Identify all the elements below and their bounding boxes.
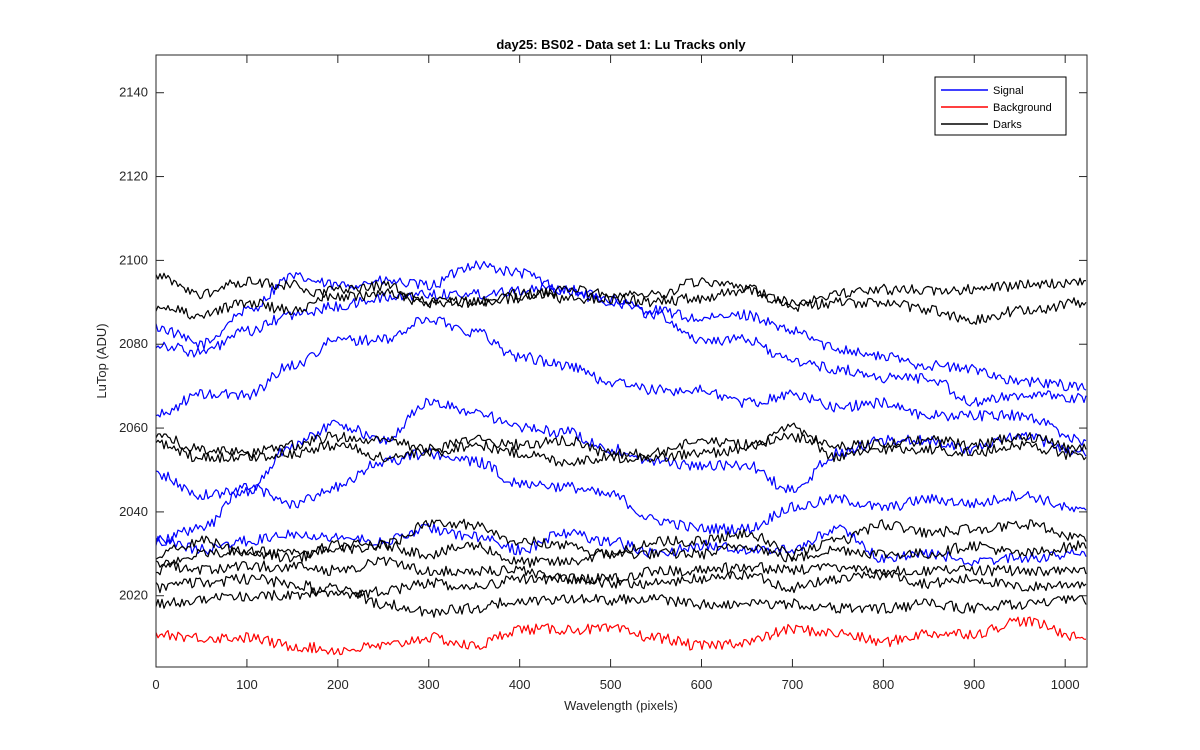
legend-label-signal: Signal	[993, 85, 1024, 97]
series-line-signal	[155, 522, 1087, 567]
series-line-signal	[155, 260, 1087, 392]
x-tick-label: 0	[152, 677, 159, 692]
series-line-darks	[155, 422, 1087, 467]
series-line-darks	[155, 431, 1087, 459]
series-line-darks	[155, 582, 1087, 618]
y-tick-label: 2080	[119, 336, 148, 351]
x-tick-label: 100	[236, 677, 258, 692]
series-line-signal	[155, 316, 1087, 446]
x-tick-label: 200	[327, 677, 349, 692]
series-line-darks	[155, 280, 1087, 325]
series-line-darks	[155, 272, 1087, 308]
series-line-signal	[155, 447, 1087, 547]
series-layer	[155, 260, 1087, 656]
x-tick-label: 600	[691, 677, 713, 692]
legend: Signal Background Darks	[934, 76, 1067, 136]
legend-label-background: Background	[993, 102, 1052, 114]
legend-label-darks: Darks	[993, 119, 1022, 131]
plot-area	[156, 55, 1087, 667]
y-tick-label: 2040	[119, 504, 148, 519]
y-tick-label: 2020	[119, 588, 148, 603]
x-tick-label: 500	[600, 677, 622, 692]
series-line-darks	[155, 569, 1087, 599]
y-tick-label: 2120	[119, 169, 148, 184]
x-tick-label: 700	[782, 677, 804, 692]
series-line-darks	[156, 539, 1087, 576]
x-tick-label: 300	[418, 677, 440, 692]
axes-box	[155, 54, 1088, 668]
x-tick-label: 400	[509, 677, 531, 692]
y-tick-label: 2100	[119, 252, 148, 267]
y-tick-label: 2060	[119, 420, 148, 435]
series-line-signal	[155, 283, 1087, 407]
x-axis: 0 100 200 300 400 500 600 700 800 900 1000	[152, 55, 1080, 692]
x-tick-label: 900	[963, 677, 985, 692]
series-line-background	[155, 616, 1087, 656]
y-axis: 2020 2040 2060 2080 2100 2120 2140	[119, 85, 1087, 603]
chart-title: day25: BS02 - Data set 1: Lu Tracks only	[496, 37, 746, 52]
y-axis-label: LuTop (ADU)	[94, 323, 109, 398]
x-tick-label: 800	[872, 677, 894, 692]
legend-box	[934, 76, 1067, 136]
y-tick-label: 2140	[119, 85, 148, 100]
series-line-darks	[155, 556, 1087, 585]
x-axis-label: Wavelength (pixels)	[564, 698, 678, 713]
x-tick-label: 1000	[1051, 677, 1080, 692]
